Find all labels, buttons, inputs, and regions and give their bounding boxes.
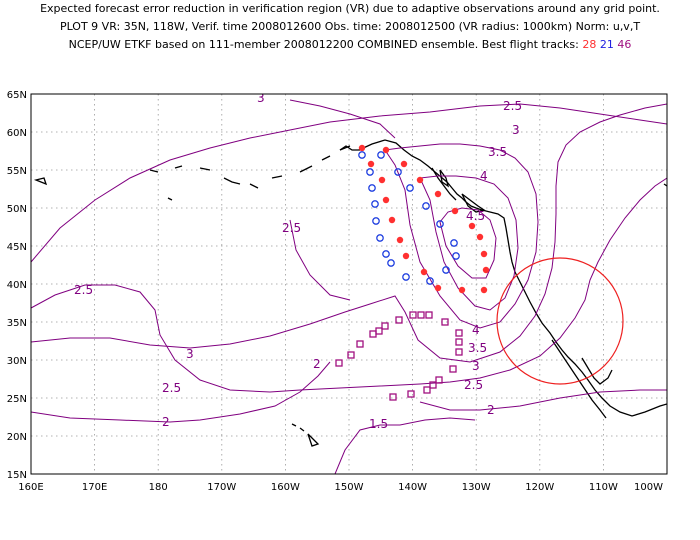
map-grid xyxy=(31,94,667,474)
contour-4-5 xyxy=(439,207,497,279)
lat-tick-label: 60N xyxy=(7,128,27,139)
title-line-3: NCEP/UW ETKF based on 111-member 2008012… xyxy=(0,38,700,52)
lon-tick-label: 110W xyxy=(589,482,618,493)
lat-tick-label: 50N xyxy=(7,204,27,215)
contour-2-5-upper xyxy=(31,103,667,263)
left-islands xyxy=(33,177,173,201)
alaska-peninsula xyxy=(339,145,360,151)
contour-3-5 xyxy=(384,143,539,329)
longitude-axis: 160E 170E 180 170W 160W 150W 140W 130W 1… xyxy=(18,482,663,493)
latitude-axis: 65N 60N 55N 50N 45N 40N 35N 30N 25N 20N … xyxy=(7,90,27,481)
contour-label: 2 xyxy=(487,403,495,417)
contour-2-5-outer xyxy=(31,177,667,393)
hawaii-islands xyxy=(291,423,320,447)
lat-tick-label: 55N xyxy=(7,166,27,177)
lon-tick-label: 100W xyxy=(634,482,663,493)
contour-labels: 3 2.5 3 3.5 4 4.5 2.5 2.5 3 2.5 2 4 3.5 … xyxy=(74,91,522,431)
contour-label: 3 xyxy=(512,123,520,137)
lon-tick-label: 120W xyxy=(525,482,554,493)
baja-california xyxy=(551,339,607,419)
contour-label: 3.5 xyxy=(488,145,507,159)
lon-tick-label: 160E xyxy=(18,482,43,493)
contour-2-5-mid xyxy=(289,219,351,301)
coastline xyxy=(33,139,667,447)
flight-track-46-label: 46 xyxy=(617,38,632,51)
flight-track-46 xyxy=(335,311,463,401)
contour-3-outer xyxy=(31,103,667,363)
title-line-3-prefix: NCEP/UW ETKF based on 111-member 2008012… xyxy=(68,38,579,51)
north-american-coast xyxy=(358,139,667,417)
contour-label: 2.5 xyxy=(282,221,301,235)
flight-track-21 xyxy=(358,151,460,285)
contour-1-5 xyxy=(334,417,476,474)
flight-track-28 xyxy=(358,144,490,294)
haida-gwaii xyxy=(439,169,450,188)
contour-label: 1.5 xyxy=(369,417,388,431)
contour-label: 2.5 xyxy=(503,99,522,113)
contour-label: 4 xyxy=(480,169,488,183)
contour-label: 3.5 xyxy=(468,341,487,355)
lat-tick-label: 30N xyxy=(7,356,27,367)
aleutian-islands xyxy=(149,145,351,189)
contour-3-inner xyxy=(289,99,396,139)
lon-tick-label: 170E xyxy=(82,482,107,493)
lon-tick-label: 150W xyxy=(335,482,364,493)
contour-label: 3 xyxy=(472,359,480,373)
map-frame xyxy=(30,93,668,475)
contour-label: 2.5 xyxy=(74,283,93,297)
title-line-1: Expected forecast error reduction in ver… xyxy=(40,2,660,15)
lon-tick-label: 130W xyxy=(462,482,491,493)
lat-tick-label: 25N xyxy=(7,394,27,405)
contour-label: 2 xyxy=(162,415,170,429)
lat-tick-label: 45N xyxy=(7,242,27,253)
verification-region-circle xyxy=(496,257,624,385)
lat-tick-label: 35N xyxy=(7,318,27,329)
alaska-panhandle-islands xyxy=(431,167,457,201)
lat-tick-label: 65N xyxy=(7,90,27,101)
contour-label: 2.5 xyxy=(464,378,483,392)
flight-track-21-label: 21 xyxy=(599,38,614,51)
lat-tick-label: 40N xyxy=(7,280,27,291)
contour-4 xyxy=(419,175,519,311)
lon-tick-label: 180 xyxy=(149,482,168,493)
flight-track-28-label: 28 xyxy=(582,38,597,51)
gulf-coast xyxy=(581,357,613,385)
error-reduction-contours xyxy=(31,99,667,474)
contour-label: 4.5 xyxy=(466,209,485,223)
contour-2 xyxy=(31,361,667,423)
contour-label: 3 xyxy=(257,91,265,105)
lat-tick-label: 15N xyxy=(7,470,27,481)
lon-tick-label: 160W xyxy=(271,482,300,493)
contour-label: 2.5 xyxy=(162,381,181,395)
lon-tick-label: 140W xyxy=(398,482,427,493)
vancouver-island xyxy=(461,193,486,213)
contour-label: 4 xyxy=(472,323,480,337)
lat-tick-label: 20N xyxy=(7,432,27,443)
title-line-2: PLOT 9 VR: 35N, 118W, Verif. time 200801… xyxy=(59,20,641,33)
contour-label: 3 xyxy=(186,347,194,361)
contour-label: 2 xyxy=(313,357,321,371)
lon-tick-label: 170W xyxy=(207,482,236,493)
